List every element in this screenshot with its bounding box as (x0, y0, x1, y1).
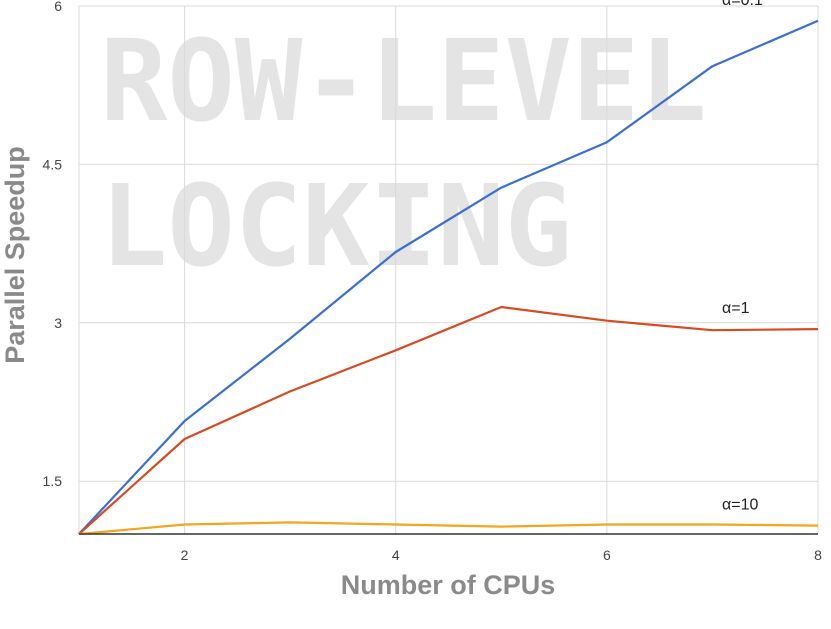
series-line-1 (78, 305, 819, 535)
x-tick-label: 6 (603, 547, 611, 563)
series-label-0: α=0.1 (722, 0, 763, 9)
series-line-2 (78, 521, 819, 536)
x-tick-label: 2 (181, 547, 189, 563)
y-tick-label: 6 (54, 0, 62, 14)
series-lines (78, 19, 819, 536)
watermark-line-2: LOCKING (100, 162, 572, 292)
y-tick-label: 1.5 (43, 473, 63, 489)
y-tick-label: 4.5 (43, 156, 63, 172)
watermark-line-1: ROW-LEVEL (100, 17, 707, 147)
series-labels: α=0.1 α=1 α=10 (722, 0, 763, 514)
watermark: ROW-LEVEL LOCKING (100, 17, 707, 292)
series-label-1: α=1 (722, 300, 750, 317)
tick-labels: 2 4 6 8 1.5 3 4.5 6 (43, 0, 823, 563)
x-tick-label: 8 (814, 547, 822, 563)
series-line-0 (78, 19, 819, 535)
x-axis-title: Number of CPUs (341, 570, 556, 600)
x-tick-label: 4 (392, 547, 400, 563)
grid (78, 5, 819, 534)
series-label-2: α=10 (722, 497, 758, 514)
y-axis-title: Parallel Speedup (0, 146, 30, 364)
y-tick-label: 3 (54, 315, 62, 331)
